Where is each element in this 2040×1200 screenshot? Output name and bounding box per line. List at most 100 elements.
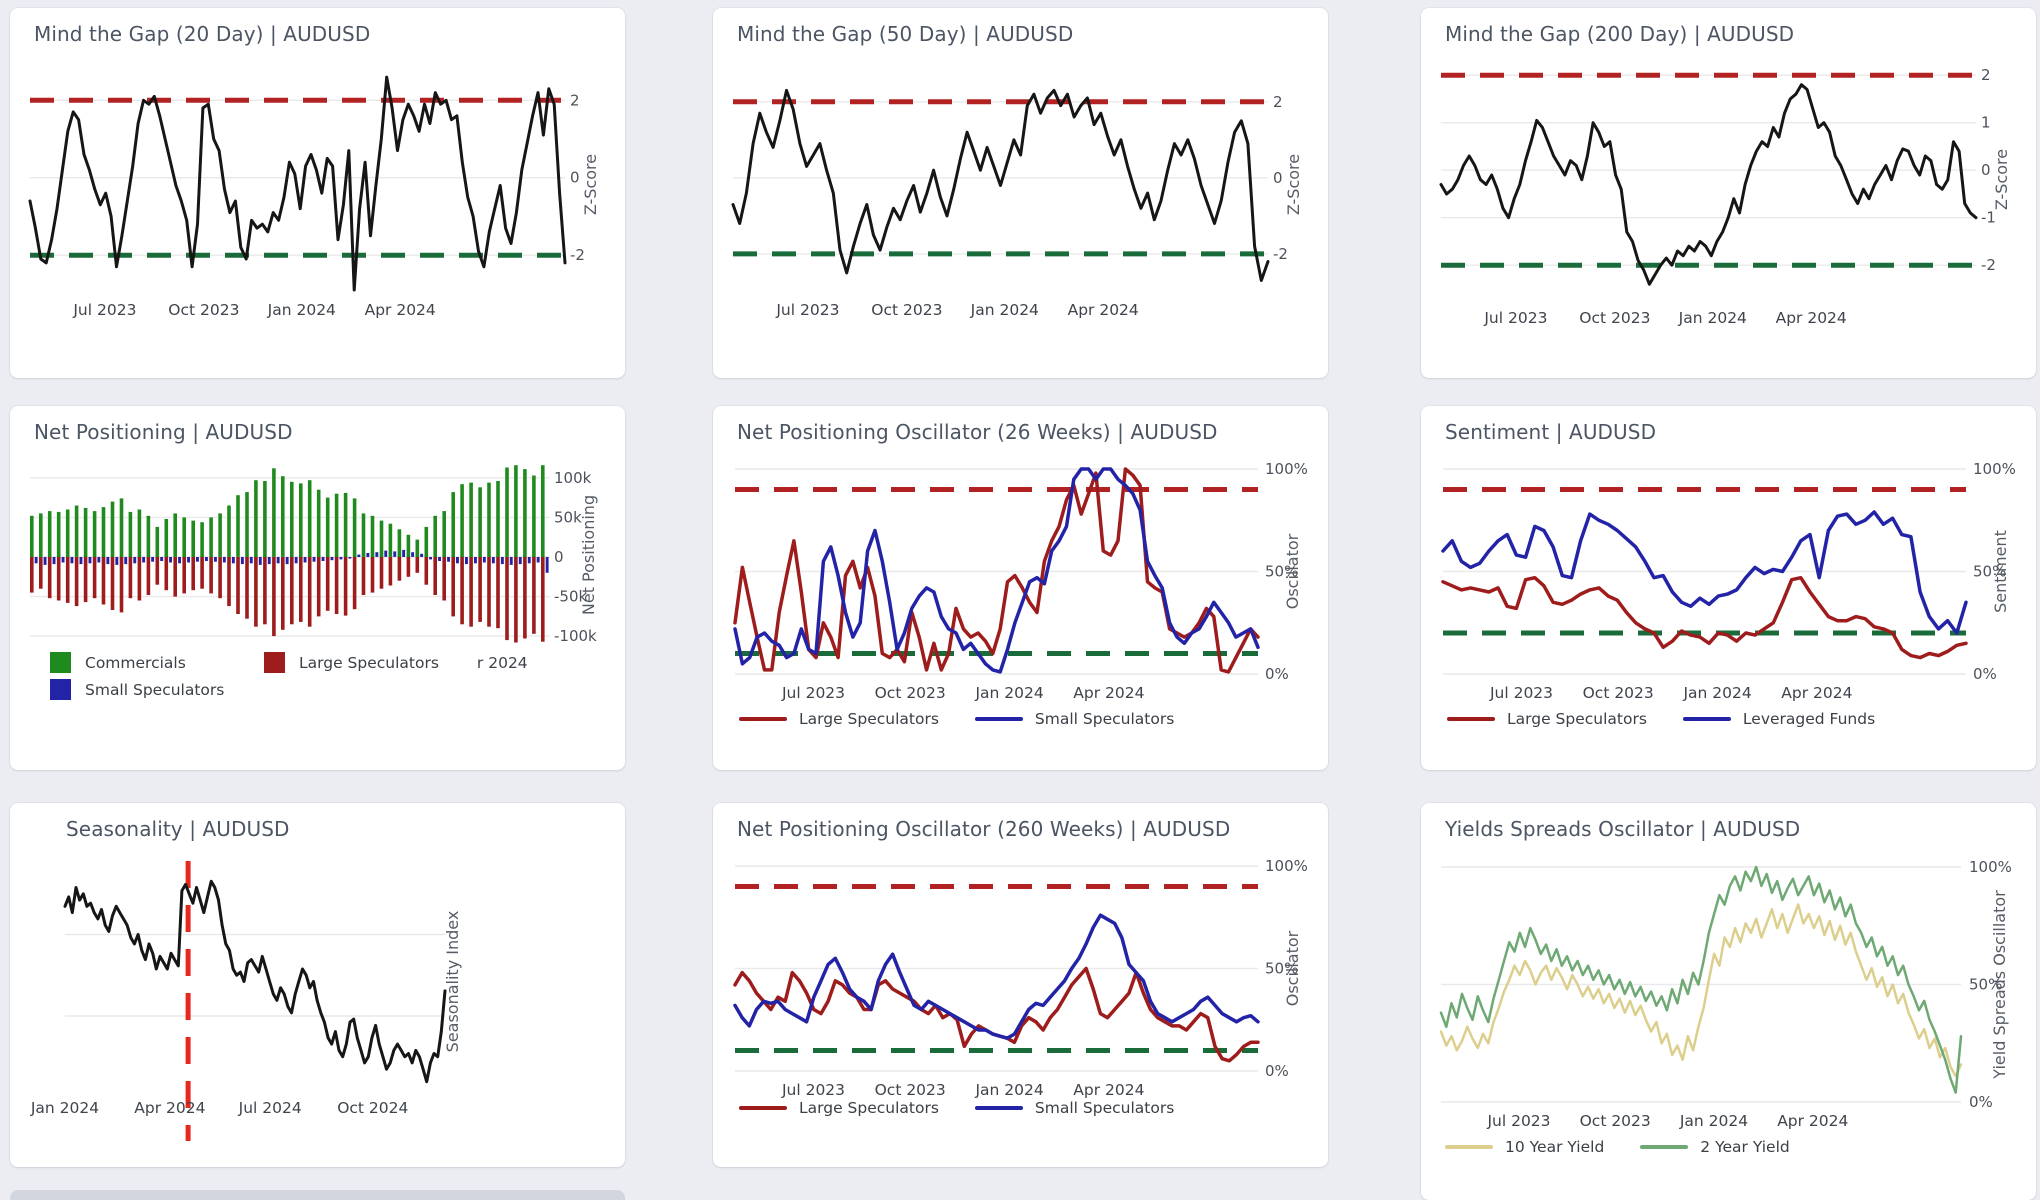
bar-small-speculators <box>438 557 441 561</box>
legend-item-leveraged-funds: Leveraged Funds <box>1682 710 1875 728</box>
bar-small-speculators <box>142 557 146 563</box>
series-line-large-speculators <box>1441 575 1968 660</box>
bar-small-speculators <box>276 557 280 564</box>
x-tick-label: Jan 2024 <box>970 301 1039 319</box>
y-tick-label: 100% <box>1265 857 1308 875</box>
bar-large-speculators <box>254 557 258 627</box>
x-tick-label: Jan 2024 <box>974 684 1043 702</box>
legend-label: 10 Year Yield <box>1505 1138 1605 1156</box>
bar-commercials <box>415 539 420 557</box>
chart-canvas-osc26: 100% 50% 0% Oscillator Jul 2023 Oct 2023 Jan 2… <box>733 460 1308 702</box>
bar-large-speculators <box>200 557 204 589</box>
bar-commercials <box>424 526 429 557</box>
y-axis-label: Oscillator <box>1283 930 1302 1006</box>
series-line-leveraged-funds <box>1441 510 1968 635</box>
bar-commercials <box>200 522 204 557</box>
series-line-z-score <box>1439 83 1978 286</box>
chart-net-positioning-oscillator-260w: 100% 50% 0% Oscillator Jul 2023 Oct 2023 Jan 2… <box>713 803 1328 1167</box>
bar-commercials <box>307 480 312 557</box>
card-sentiment: Sentiment | AUDUSD 100% 50% 0% Sentiment Jul… <box>1421 406 2036 770</box>
panel-title: Mind the Gap (50 Day) | AUDUSD <box>737 22 1074 46</box>
bar-small-speculators <box>429 557 432 560</box>
bar-commercials <box>388 523 393 557</box>
y-tick-label: 100% <box>1973 460 2016 478</box>
bar-commercials <box>442 511 446 557</box>
x-tick-label: Apr 2024 <box>365 301 436 319</box>
bar-large-speculators <box>218 557 222 599</box>
legend-item-large-speculators: Large Speculators <box>739 1099 939 1117</box>
bar-small-speculators <box>420 553 424 557</box>
bar-large-speculators <box>146 557 151 595</box>
bar-small-speculators <box>169 557 172 563</box>
chart-canvas-yields: 100% 50% 0% Yield Spreads Oscillator Jul 202… <box>1439 858 2012 1130</box>
legend-item-large-speculators: Large Speculators <box>1447 710 1647 728</box>
x-tick-label: Jan 2024 <box>1679 1112 1748 1130</box>
bar-small-speculators <box>52 557 56 565</box>
x-tick-label: Jan 2024 <box>1678 309 1747 327</box>
bar-large-speculators <box>316 557 321 617</box>
x-tick-label: Jul 2023 <box>72 301 136 319</box>
bar-commercials <box>451 492 455 557</box>
x-tick-label: Jul 2023 <box>1486 1112 1550 1130</box>
legend-item-small-speculators: Small Speculators <box>50 679 228 700</box>
bar-commercials <box>245 492 249 557</box>
bar-commercials <box>83 507 88 557</box>
y-tick-label: 50k <box>554 508 582 526</box>
y-axis-label: Sentiment <box>1991 530 2010 613</box>
y-tick-label: 0 <box>1981 161 1991 179</box>
series-line-z-score <box>28 75 567 292</box>
bar-commercials <box>487 482 491 557</box>
bar-large-speculators <box>451 557 455 617</box>
series-line-z-score <box>731 88 1270 282</box>
bar-commercials <box>532 475 536 557</box>
bar-commercials <box>74 505 79 557</box>
x-tick-label: Oct 2023 <box>1579 309 1650 327</box>
x-tick-label: Apr 2024 <box>1068 301 1139 319</box>
x-tick-label: Jul 2023 <box>1483 309 1547 327</box>
bar-large-speculators <box>541 557 545 642</box>
bar-commercials <box>334 493 339 557</box>
bar-small-speculators <box>357 554 361 557</box>
bar-small-speculators <box>393 551 397 557</box>
bar-large-speculators <box>245 557 249 619</box>
y-axis-label: Z-Score <box>1992 149 2011 210</box>
x-tick-label: Apr 2024 <box>1777 1112 1848 1130</box>
legend-swatch-icon <box>1445 1145 1493 1149</box>
x-tick-label: Oct 2023 <box>875 1081 946 1099</box>
chart-canvas-mtg200: 2 1 0 -1 -2 Z-Score Jul 2023 Oct 2023 Jan 2024 Ap… <box>1439 66 2011 327</box>
y-tick-label: 0 <box>570 169 580 187</box>
bar-large-speculators <box>137 557 142 601</box>
bar-large-speculators <box>433 557 437 595</box>
bar-small-speculators <box>34 557 38 564</box>
chart-mind-the-gap-50-day: 2 0 -2 Z-Score Jul 2023 Oct 2023 Jan 2024 Apr 2… <box>713 8 1328 378</box>
y-tick-label: 0 <box>1273 169 1283 187</box>
x-tick-label: Jan 2024 <box>974 1081 1043 1099</box>
bar-commercials <box>191 520 195 557</box>
chart-canvas-season: Seasonality Index Jan 2024 Apr 2024 Jul 202… <box>30 861 462 1141</box>
legend: Commercials Large Speculators r 2024 Small … <box>50 652 528 700</box>
card-net-positioning: Net Positioning | AUDUSD 100k 50k 0 -50k -10… <box>10 406 625 770</box>
legend-label: Small Speculators <box>1034 1099 1175 1117</box>
chart-canvas-netpos: 100k 50k 0 -50k -100k Net Positioning <box>30 465 598 645</box>
bar-large-speculators <box>361 557 366 595</box>
chart-yields-spreads-oscillator: 100% 50% 0% Yield Spreads Oscillator Jul 202… <box>1421 803 2036 1200</box>
bar-commercials <box>514 465 518 557</box>
chart-canvas-mtg20: 2 0 -2 Z-Score Jul 2023 Oct 2023 Jan 2024 Apr 2… <box>28 75 600 319</box>
bar-large-speculators <box>101 557 106 605</box>
x-tick-label: Jul 2023 <box>1489 684 1553 702</box>
bar-large-speculators <box>110 557 115 610</box>
card-net-positioning-oscillator-26w: Net Positioning Oscillator (26 Weeks) | … <box>713 406 1328 770</box>
bar-small-speculators <box>178 557 181 564</box>
bar-commercials <box>128 511 133 557</box>
bar-commercials <box>352 498 357 557</box>
legend-swatch-icon <box>1447 717 1495 721</box>
legend-swatch-icon <box>974 1106 1023 1110</box>
bar-large-speculators <box>236 557 240 614</box>
bar-large-speculators <box>406 557 411 577</box>
bar-commercials <box>173 513 177 557</box>
bar-commercials <box>227 505 231 557</box>
bar-commercials <box>478 487 482 557</box>
y-tick-label: 1 <box>1981 114 1991 132</box>
bar-commercials <box>272 468 276 557</box>
bar-commercials <box>541 465 545 557</box>
